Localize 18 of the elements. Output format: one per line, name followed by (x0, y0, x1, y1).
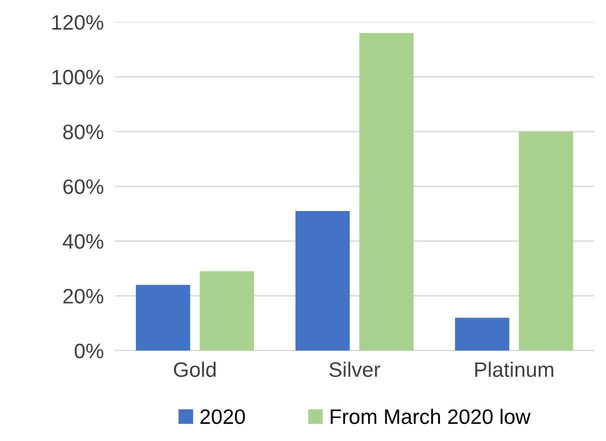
y-tick-label: 80% (63, 124, 104, 140)
legend-label: From March 2020 low (330, 408, 531, 424)
bar (136, 284, 190, 351)
y-tick-label: 100% (52, 70, 104, 85)
y-tick-label: 120% (52, 15, 104, 30)
y-tick-label: 20% (63, 288, 104, 304)
bar (455, 318, 510, 351)
x-tick-label: Platinum (475, 362, 554, 378)
bar (200, 271, 254, 351)
y-tick-label: 60% (63, 179, 104, 194)
x-tick-label: Gold (174, 362, 216, 378)
x-tick-label: Silver (329, 362, 380, 378)
bar (295, 210, 350, 351)
bar (359, 33, 414, 351)
y-tick-label: 0% (74, 344, 104, 358)
legend-label: 2020 (200, 409, 245, 424)
bar (518, 132, 574, 351)
y-tick-label: 40% (62, 234, 104, 249)
